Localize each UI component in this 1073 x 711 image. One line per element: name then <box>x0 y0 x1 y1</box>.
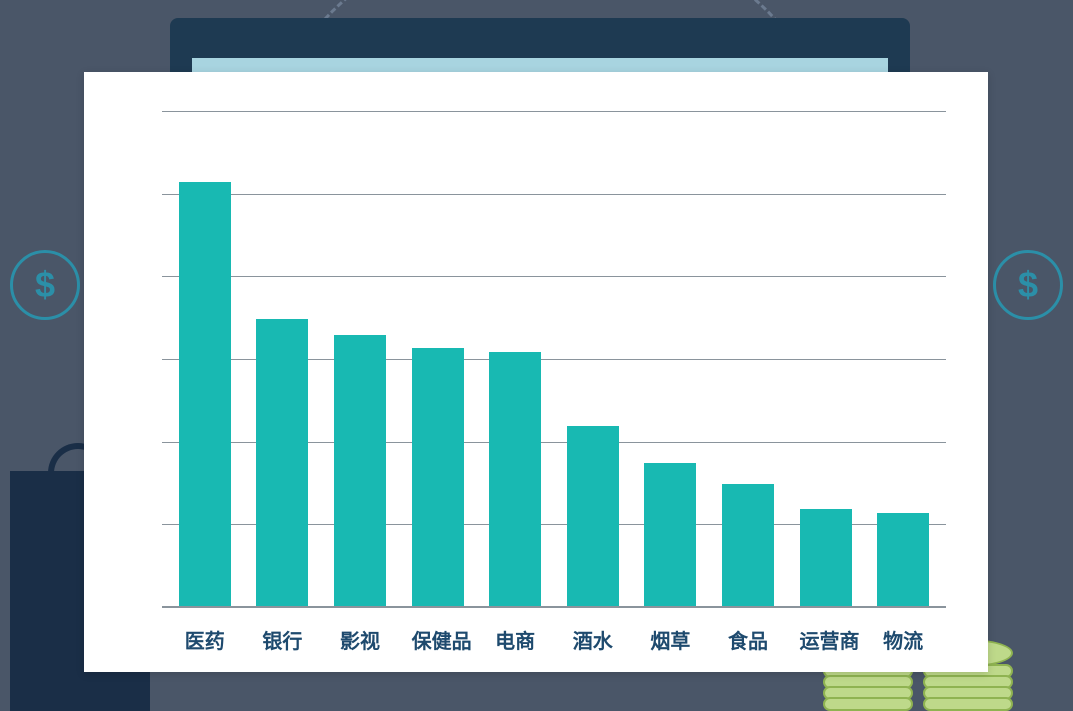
chart-x-label: 运营商 <box>800 625 852 654</box>
chart-x-label: 影视 <box>334 625 386 654</box>
chart-x-labels: 医药银行影视保健品电商酒水烟草食品运营商物流 <box>162 625 946 654</box>
chart-bar <box>489 352 541 608</box>
chart-plot-area <box>162 112 946 608</box>
chart-baseline <box>162 606 946 608</box>
chart-x-label: 物流 <box>877 625 929 654</box>
chart-bar <box>567 426 619 608</box>
chart-x-label: 医药 <box>179 625 231 654</box>
chart-bar <box>722 484 774 608</box>
chart-x-label: 保健品 <box>412 625 464 654</box>
chart-x-label: 银行 <box>256 625 308 654</box>
chart-bars <box>162 112 946 608</box>
chart-x-label: 食品 <box>722 625 774 654</box>
chart-bar <box>800 509 852 608</box>
chart-bar <box>644 463 696 608</box>
chart-bar <box>179 182 231 608</box>
chart-card: 医药银行影视保健品电商酒水烟草食品运营商物流 <box>84 72 988 672</box>
chart-bar <box>877 513 929 608</box>
chart-bar <box>412 348 464 608</box>
bg-dollar-badge-left: $ <box>10 250 80 320</box>
bg-dollar-badge-right: $ <box>993 250 1063 320</box>
chart-bar <box>256 319 308 608</box>
dollar-icon: $ <box>35 264 55 306</box>
chart-x-label: 烟草 <box>644 625 696 654</box>
chart-x-label: 酒水 <box>567 625 619 654</box>
chart-bar <box>334 335 386 608</box>
dollar-icon: $ <box>1018 264 1038 306</box>
chart-x-label: 电商 <box>489 625 541 654</box>
